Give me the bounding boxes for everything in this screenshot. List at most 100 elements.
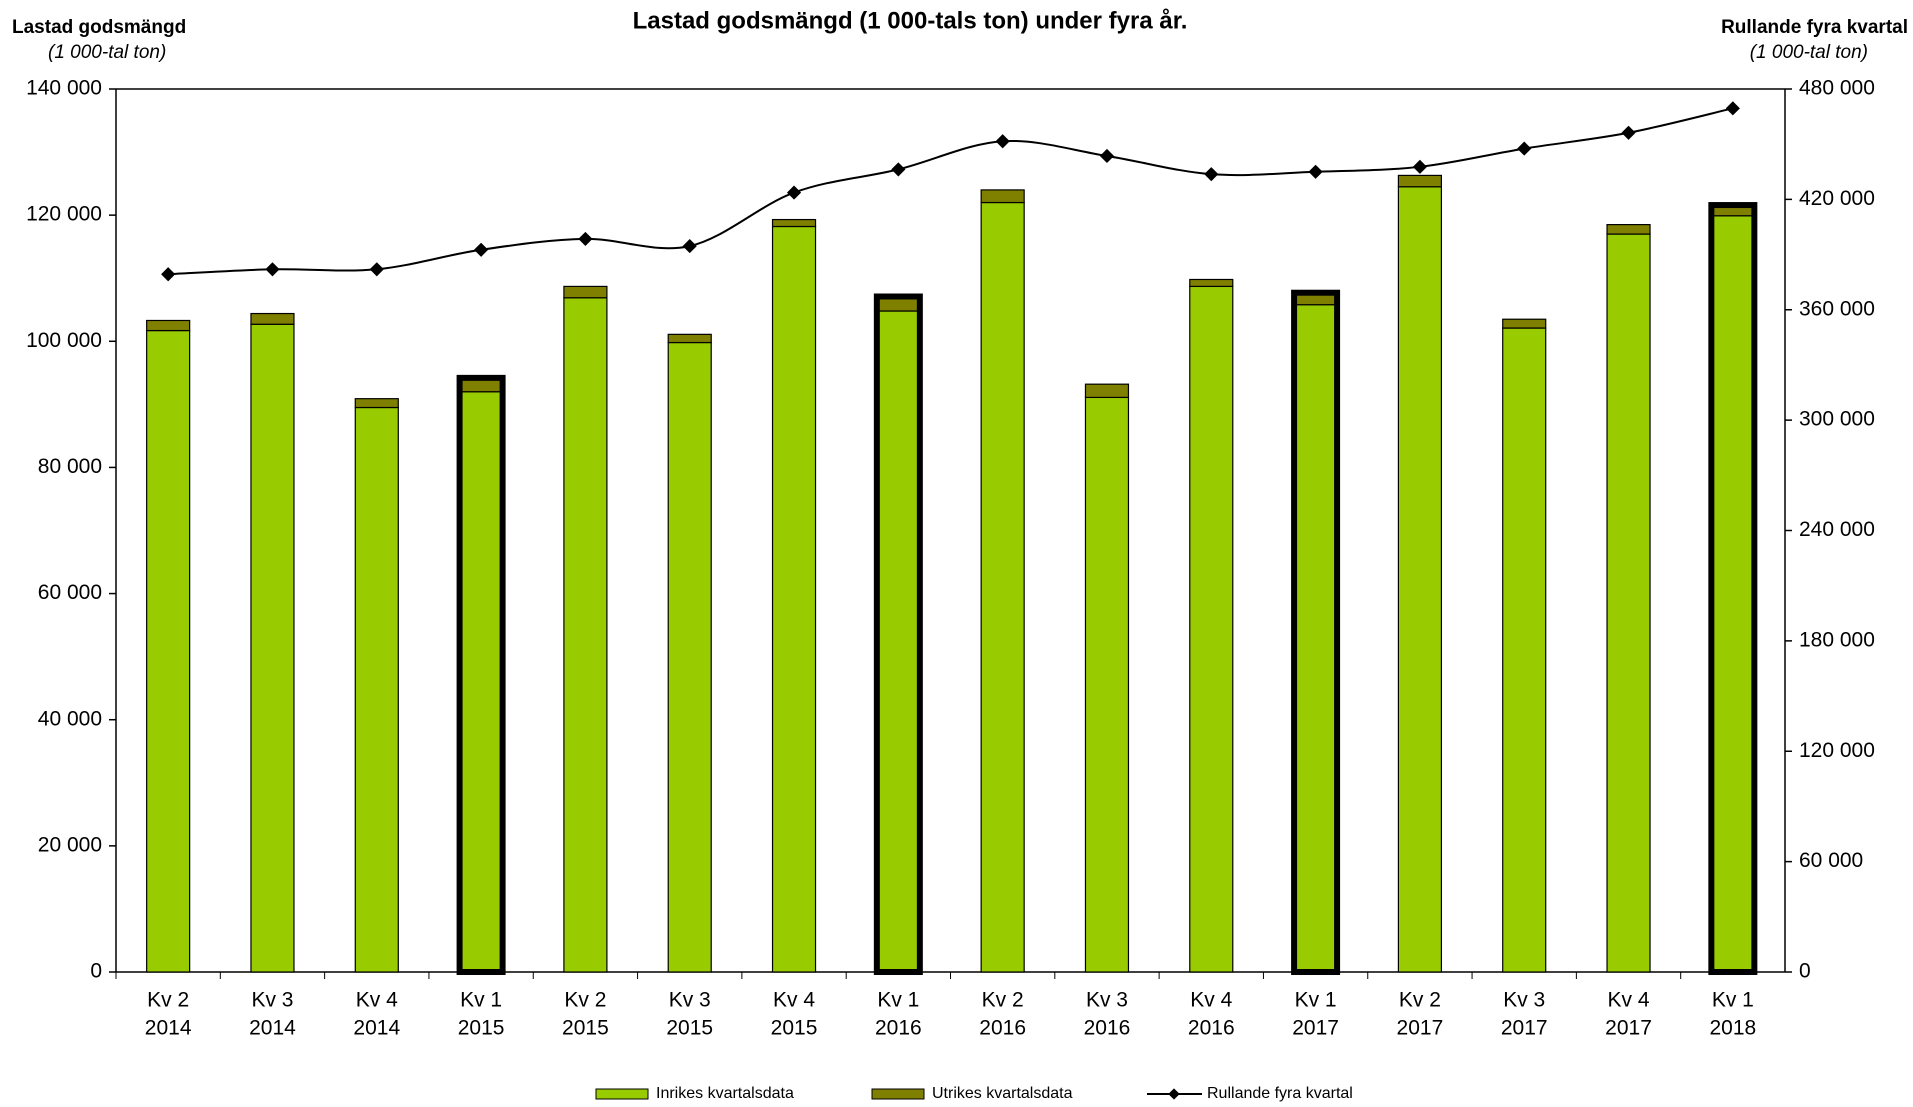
line-marker bbox=[1204, 167, 1219, 182]
x-tick-label: Kv 2 bbox=[1399, 989, 1441, 1012]
x-tick-label: Kv 1 bbox=[877, 989, 919, 1012]
bar-segment bbox=[1189, 278, 1234, 288]
x-tick-label: 2016 bbox=[1188, 1017, 1235, 1040]
bar-segment bbox=[250, 312, 295, 325]
x-tick-label: 2018 bbox=[1709, 1017, 1756, 1040]
y-tick-label: 140 000 bbox=[26, 77, 102, 100]
x-tick-label: 2017 bbox=[1605, 1017, 1652, 1040]
bar-highlight bbox=[873, 293, 923, 975]
bar-highlight bbox=[1291, 289, 1341, 975]
x-tick-label: 2017 bbox=[1397, 1017, 1444, 1040]
line-marker bbox=[1725, 101, 1740, 116]
y-tick-label: 120 000 bbox=[26, 203, 102, 226]
bar-segment bbox=[771, 225, 817, 973]
x-tick-label: 2016 bbox=[875, 1017, 922, 1040]
y-axis-title: Lastad godsmängd bbox=[12, 17, 186, 38]
x-tick-label: 2014 bbox=[353, 1017, 400, 1040]
x-tick-label: Kv 3 bbox=[669, 989, 711, 1012]
bar-segment bbox=[1084, 396, 1130, 973]
line-marker bbox=[995, 134, 1010, 149]
bar-highlight bbox=[1708, 202, 1758, 975]
y2-tick-label: 60 000 bbox=[1799, 849, 1863, 872]
y-tick-label: 100 000 bbox=[26, 329, 102, 352]
y2-tick-label: 0 bbox=[1799, 960, 1811, 983]
line-marker bbox=[1412, 159, 1427, 174]
line-marker bbox=[265, 262, 280, 277]
x-tick-label: 2014 bbox=[145, 1017, 192, 1040]
x-tick-label: Kv 3 bbox=[251, 989, 293, 1012]
line-marker bbox=[1308, 164, 1323, 179]
bar-segment bbox=[146, 319, 191, 332]
bar-segment bbox=[980, 189, 1025, 204]
line-marker bbox=[786, 185, 802, 200]
bar-segment bbox=[146, 329, 191, 973]
line-marker bbox=[1099, 148, 1115, 164]
y2-tick-label: 240 000 bbox=[1799, 518, 1875, 541]
bar-highlight bbox=[456, 374, 506, 976]
x-tick-label: Kv 4 bbox=[773, 989, 815, 1012]
x-tick-label: 2015 bbox=[458, 1017, 505, 1040]
y2-tick-label: 180 000 bbox=[1799, 628, 1875, 651]
bar-segment bbox=[1502, 327, 1547, 973]
x-tick-label: Kv 2 bbox=[564, 989, 606, 1012]
line-marker bbox=[682, 239, 697, 254]
legend-swatch bbox=[871, 1088, 925, 1100]
y-tick-label: 40 000 bbox=[38, 707, 102, 730]
bar-segment bbox=[667, 333, 712, 344]
x-tick-label: Kv 1 bbox=[460, 989, 502, 1012]
legend-label: Rullande fyra kvartal bbox=[1207, 1085, 1353, 1102]
legend-label: Utrikes kvartalsdata bbox=[932, 1085, 1073, 1102]
x-tick-label: 2014 bbox=[249, 1017, 296, 1040]
x-tick-label: Kv 2 bbox=[147, 989, 189, 1012]
line-marker bbox=[1517, 141, 1532, 156]
x-tick-label: Kv 3 bbox=[1503, 989, 1545, 1012]
bar-segment bbox=[458, 391, 504, 973]
line bbox=[168, 107, 1734, 276]
chart-title: Lastad godsmängd (1 000-tals ton) under … bbox=[633, 7, 1188, 34]
bar-segment bbox=[354, 398, 399, 409]
legend-swatch bbox=[595, 1088, 649, 1100]
line-marker bbox=[369, 262, 384, 277]
x-tick-label: 2017 bbox=[1292, 1017, 1339, 1040]
x-tick-label: Kv 1 bbox=[1712, 989, 1754, 1012]
bar-segment bbox=[1397, 174, 1443, 188]
x-tick-label: 2015 bbox=[666, 1017, 713, 1040]
bar-segment bbox=[1084, 383, 1130, 399]
bar-segment bbox=[876, 310, 921, 973]
line-marker bbox=[474, 242, 489, 257]
line-marker bbox=[578, 231, 593, 246]
bar-segment bbox=[563, 297, 608, 973]
y2-axis-subtitle: (1 000-tal ton) bbox=[1750, 42, 1868, 63]
bar-segment bbox=[1710, 215, 1755, 973]
x-tick-label: Kv 4 bbox=[1608, 989, 1650, 1012]
y2-tick-label: 420 000 bbox=[1799, 187, 1875, 210]
y2-tick-label: 480 000 bbox=[1799, 77, 1875, 100]
legend-marker bbox=[1168, 1088, 1180, 1100]
y-tick-label: 60 000 bbox=[38, 581, 102, 604]
bar-segment bbox=[563, 285, 608, 299]
x-tick-label: 2016 bbox=[1084, 1017, 1131, 1040]
line-marker bbox=[891, 162, 906, 177]
bar-segment bbox=[980, 201, 1025, 973]
bar-segment bbox=[1502, 318, 1547, 329]
legend-label: Inrikes kvartalsdata bbox=[656, 1085, 794, 1102]
y2-axis-title: Rullande fyra kvartal bbox=[1721, 17, 1908, 38]
bar-segment bbox=[1606, 224, 1651, 235]
x-tick-label: 2017 bbox=[1501, 1017, 1548, 1040]
y2-tick-label: 120 000 bbox=[1799, 739, 1875, 762]
x-tick-label: Kv 3 bbox=[1086, 989, 1128, 1012]
bar-segment bbox=[1397, 186, 1443, 973]
bar-segment bbox=[771, 218, 817, 228]
x-tick-label: Kv 4 bbox=[1190, 989, 1232, 1012]
y2-tick-label: 360 000 bbox=[1799, 297, 1875, 320]
y-tick-label: 20 000 bbox=[38, 833, 102, 856]
bar-segment bbox=[1606, 233, 1651, 973]
line-marker bbox=[1621, 125, 1636, 140]
y-tick-label: 0 bbox=[90, 960, 102, 983]
y2-tick-label: 300 000 bbox=[1799, 408, 1875, 431]
x-tick-label: 2015 bbox=[562, 1017, 609, 1040]
bar-segment bbox=[1189, 285, 1234, 973]
x-tick-label: Kv 4 bbox=[356, 989, 398, 1012]
